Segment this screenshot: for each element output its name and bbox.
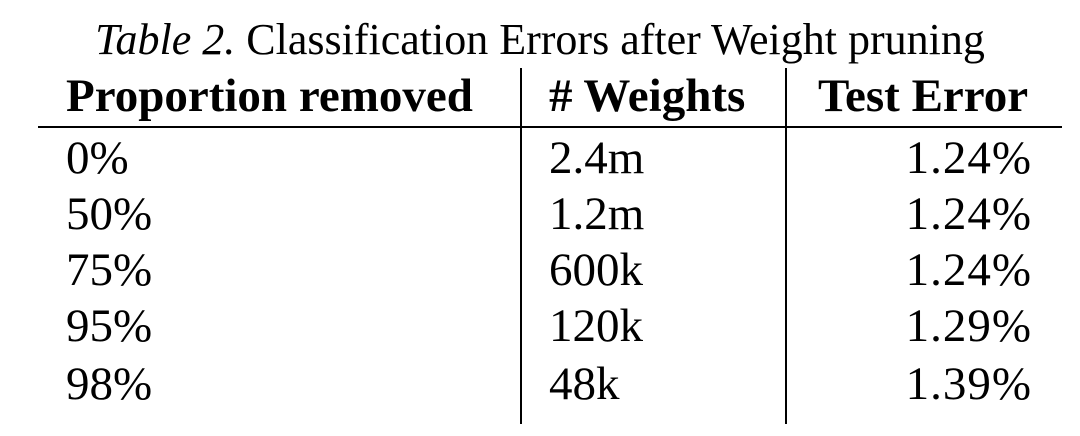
table-row: 0% 2.4m 1.24% bbox=[0, 130, 1080, 186]
cell-weights: 48k bbox=[549, 358, 620, 410]
table-row: 75% 600k 1.24% bbox=[0, 242, 1080, 298]
table-row: 95% 120k 1.29% bbox=[0, 298, 1080, 354]
table-caption: Table 2. Classification Errors after Wei… bbox=[0, 14, 1080, 66]
cell-weights: 1.2m bbox=[549, 188, 645, 240]
cell-weights: 120k bbox=[549, 300, 643, 352]
cell-proportion: 98% bbox=[66, 358, 153, 410]
cell-proportion: 95% bbox=[66, 300, 153, 352]
header-weights: # Weights bbox=[549, 70, 746, 122]
cell-weights: 2.4m bbox=[549, 132, 645, 184]
column-divider-1 bbox=[520, 68, 522, 424]
cell-proportion: 0% bbox=[66, 132, 129, 184]
cell-test-error: 1.24% bbox=[905, 188, 1032, 240]
caption-text: Classification Errors after Weight pruni… bbox=[246, 15, 985, 64]
caption-label: Table 2. bbox=[95, 15, 236, 64]
cell-test-error: 1.24% bbox=[905, 244, 1032, 296]
table-row: 98% 48k 1.39% bbox=[0, 356, 1080, 412]
column-divider-2 bbox=[785, 68, 787, 424]
cell-test-error: 1.24% bbox=[905, 132, 1032, 184]
header-test-error: Test Error bbox=[818, 70, 1029, 122]
cell-proportion: 50% bbox=[66, 188, 153, 240]
cell-proportion: 75% bbox=[66, 244, 153, 296]
table-row: 50% 1.2m 1.24% bbox=[0, 186, 1080, 242]
header-proportion-removed: Proportion removed bbox=[66, 70, 473, 122]
header-rule bbox=[38, 126, 1062, 128]
cell-test-error: 1.29% bbox=[905, 300, 1032, 352]
cell-weights: 600k bbox=[549, 244, 643, 296]
cell-test-error: 1.39% bbox=[905, 358, 1032, 410]
